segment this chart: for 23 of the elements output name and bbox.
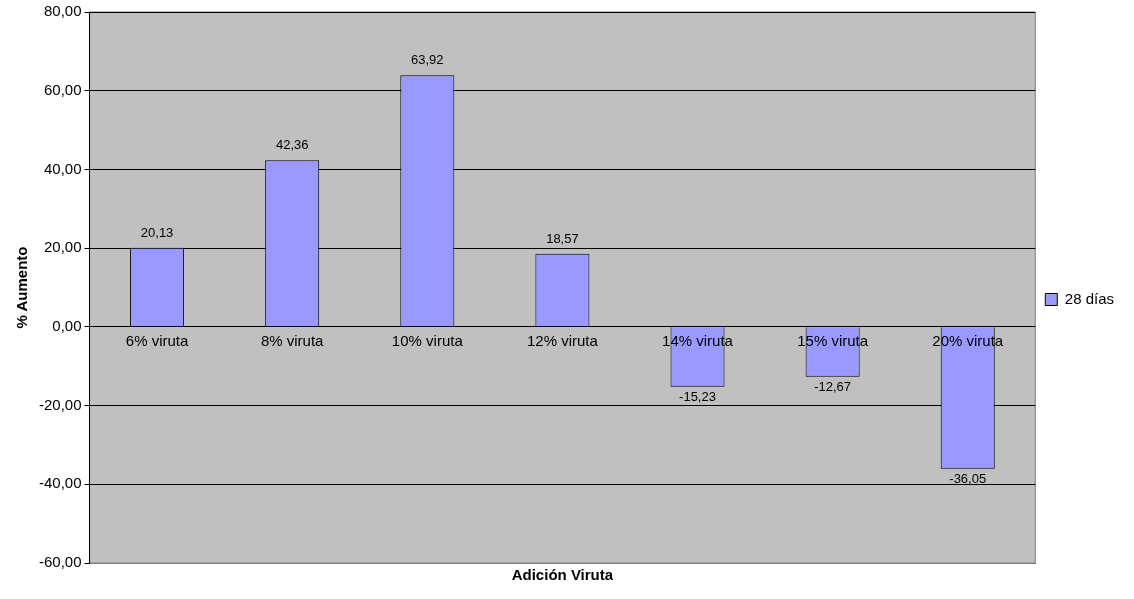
data-label: -15,23 [679,388,716,404]
y-tick-label: 40,00 [43,159,82,177]
y-tick-label: 20,00 [43,238,82,256]
data-label: 20,13 [140,224,174,240]
y-tick-label: 80,00 [43,2,82,20]
legend-label: 28 días [1064,289,1115,307]
data-label: -12,67 [814,378,852,394]
y-tick-label: 60,00 [43,80,82,98]
data-label: 63,92 [411,52,444,68]
x-tick-label: 8% viruta [260,332,325,350]
x-tick-label: 10% viruta [391,332,464,350]
x-tick-label: 14% viruta [662,332,734,350]
x-tick-label: 6% viruta [125,332,190,350]
y-tick-label: -60,00 [38,553,82,571]
data-label: -36,05 [949,470,987,486]
x-axis-title: Adición Viruta [511,566,614,584]
y-axis-title: % Aumento [13,246,31,329]
y-tick-label: 0,00 [52,317,82,334]
data-label: 18,57 [546,230,579,246]
x-tick-label: 12% viruta [526,332,599,350]
y-tick-label: -20,00 [38,395,82,413]
data-label: 42,36 [275,137,309,153]
y-tick-label: -40,00 [38,474,82,492]
